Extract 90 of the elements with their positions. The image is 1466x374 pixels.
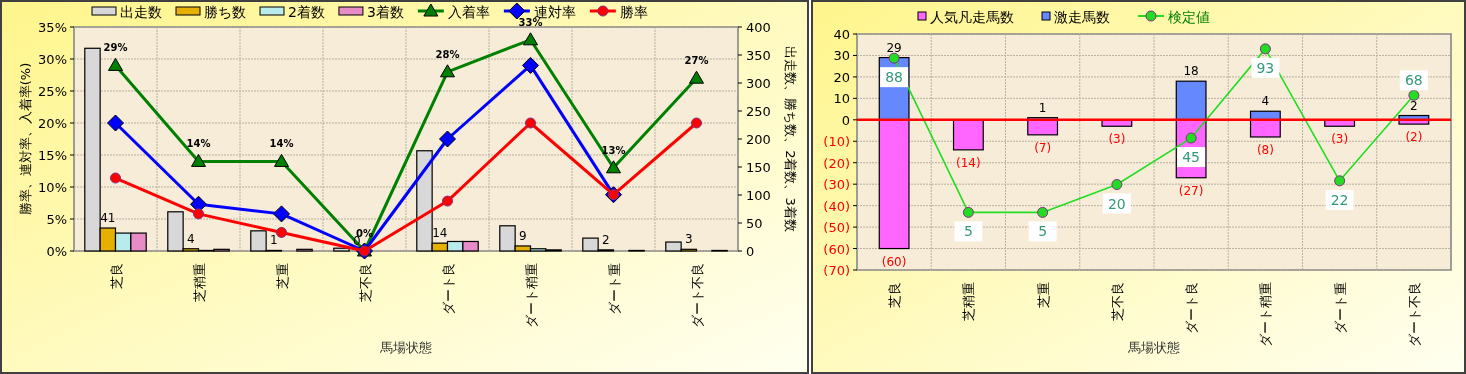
- y-tick-label: 30%: [38, 52, 67, 67]
- data-label: (60): [881, 254, 907, 269]
- data-label: 5: [963, 223, 973, 240]
- data-label: 88: [885, 69, 904, 86]
- data-label: 14%: [269, 138, 294, 150]
- x-tick-label: ダート不良: [1406, 282, 1422, 347]
- data-label: (2): [1405, 130, 1423, 145]
- y2-axis-title: 出走数、勝ち数、2着数、3着数: [783, 46, 798, 232]
- x-tick-label: 芝稍重: [191, 263, 207, 302]
- y2-tick-label: 200: [746, 132, 771, 147]
- data-label: (3): [1331, 132, 1349, 147]
- data-label: (14): [956, 155, 981, 170]
- legend-label: 勝ち数: [204, 4, 246, 20]
- data-label: 4: [187, 231, 195, 246]
- x-axis-title: 馬場状態: [379, 340, 432, 355]
- legend-label: 入着率: [447, 4, 490, 20]
- y-tick-label: (30): [823, 177, 850, 193]
- y2-tick-label: 0: [746, 244, 755, 259]
- x-tick-label: 芝稍重: [961, 282, 977, 321]
- data-label: 22: [1330, 191, 1349, 208]
- y-tick-label: (40): [823, 198, 850, 214]
- y-tick-label: (50): [823, 220, 850, 236]
- legend-label: 2着数: [288, 4, 325, 20]
- legend-label: 出走数: [120, 4, 162, 20]
- y-tick-label: 30: [833, 48, 850, 64]
- legend-label: 激走馬数: [1054, 9, 1110, 25]
- y-tick-label: 40: [833, 27, 850, 42]
- x-tick-label: ダート良: [440, 263, 456, 315]
- data-label: (8): [1256, 142, 1274, 157]
- x-tick-label: ダート不良: [689, 263, 705, 328]
- y-tick-label: 10: [833, 91, 850, 107]
- x-tick-label: 芝良: [887, 282, 903, 308]
- y-tick-label: 10%: [38, 180, 67, 195]
- x-tick-label: 芝重: [1035, 282, 1051, 308]
- y-tick-label: 25%: [38, 84, 67, 99]
- data-label: 29: [886, 40, 902, 55]
- legend-label: 勝率: [619, 4, 648, 20]
- y2-tick-label: 350: [746, 48, 771, 63]
- y-tick-label: 0%: [46, 244, 67, 259]
- y-tick-label: (60): [823, 241, 850, 257]
- x-tick-label: ダート重: [1332, 282, 1348, 334]
- data-label: 1: [270, 233, 278, 248]
- y-tick-label: 15%: [38, 148, 67, 163]
- data-label: 93: [1256, 59, 1275, 76]
- x-tick-label: 芝良: [108, 263, 124, 289]
- data-label: (3): [1108, 132, 1126, 147]
- y-tick-label: (70): [823, 263, 850, 278]
- data-label: 28%: [435, 48, 460, 60]
- y2-tick-label: 400: [746, 20, 771, 35]
- y-axis-title: 勝率、連対率、入着率(%): [18, 62, 33, 216]
- data-label: 2: [602, 232, 610, 247]
- data-label: 2: [1410, 98, 1418, 113]
- x-tick-label: ダート重: [606, 263, 622, 315]
- legend-label: 検定値: [1168, 9, 1210, 25]
- y-tick-label: 35%: [38, 20, 67, 35]
- y-tick-label: (20): [823, 155, 850, 171]
- data-label: 14: [432, 226, 448, 241]
- y2-tick-label: 150: [746, 160, 771, 175]
- y2-tick-label: 300: [746, 76, 771, 91]
- y2-tick-label: 50: [746, 216, 763, 231]
- x-axis-title: 馬場状態: [1127, 340, 1180, 355]
- y-tick-label: 5%: [46, 212, 67, 227]
- data-label: (27): [1178, 183, 1204, 198]
- data-label: 1: [1038, 100, 1047, 115]
- x-tick-label: ダート稍重: [523, 263, 539, 328]
- y-tick-label: 20: [833, 69, 850, 85]
- y-tick-label: 20%: [38, 116, 67, 131]
- data-label: (7): [1034, 140, 1052, 155]
- data-label: 4: [1261, 94, 1270, 109]
- data-label: 14%: [186, 138, 211, 150]
- data-label: 3: [685, 232, 693, 247]
- data-label: 45: [1182, 149, 1201, 166]
- legend-label: 3着数: [366, 4, 404, 20]
- y-tick-label: (10): [823, 134, 850, 150]
- y2-tick-label: 250: [746, 104, 771, 119]
- data-label: 29%: [103, 42, 128, 54]
- data-label: 68: [1404, 72, 1423, 89]
- data-label: 9: [519, 228, 527, 243]
- data-label: 18: [1183, 64, 1199, 79]
- data-label: 5: [1038, 223, 1048, 240]
- x-tick-label: ダート良: [1184, 282, 1200, 334]
- data-label: 20: [1107, 195, 1126, 212]
- x-tick-label: 芝不良: [1109, 282, 1125, 321]
- x-tick-label: ダート稍重: [1258, 282, 1274, 347]
- y-tick-label: 0: [841, 112, 850, 128]
- x-tick-label: 芝不良: [357, 263, 373, 302]
- legend-label: 人気凡走馬数: [930, 9, 1014, 25]
- data-label: 27%: [684, 55, 709, 67]
- x-tick-label: 芝重: [274, 263, 290, 289]
- y2-tick-label: 100: [746, 188, 771, 203]
